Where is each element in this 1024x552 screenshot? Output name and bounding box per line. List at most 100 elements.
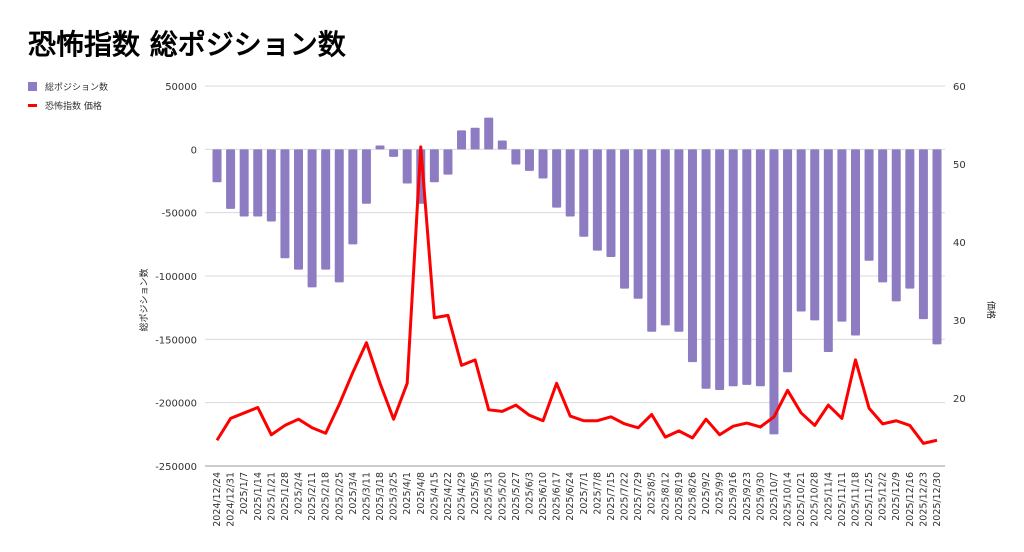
legend-label-line: 恐怖指数 価格 — [45, 100, 102, 112]
x-tick-label: 2025/2/25 — [334, 472, 345, 521]
x-tick-label: 2025/9/9 — [715, 472, 726, 515]
x-tick-label: 2025/3/11 — [361, 472, 372, 521]
x-tick-label: 2025/11/4 — [823, 472, 834, 521]
bar — [783, 149, 793, 373]
bar — [891, 149, 901, 302]
bar — [796, 149, 806, 312]
x-tick-label: 2025/12/23 — [918, 472, 929, 527]
bar — [348, 149, 358, 245]
x-tick-label: 2025/4/29 — [457, 472, 468, 521]
y-right-tick-label: 30 — [953, 316, 966, 327]
bar — [905, 149, 915, 289]
x-tick-label: 2025/9/30 — [755, 472, 766, 521]
bar — [470, 127, 480, 150]
x-tick-label: 2025/10/7 — [769, 472, 780, 521]
bar — [375, 145, 385, 150]
bar — [307, 149, 317, 288]
bar — [878, 149, 888, 283]
bar — [850, 149, 860, 336]
x-tick-label: 2025/2/4 — [294, 472, 305, 515]
bar — [266, 149, 276, 222]
bar — [457, 130, 467, 150]
x-tick-label: 2025/11/18 — [850, 472, 861, 527]
x-tick-label: 2025/7/29 — [633, 472, 644, 521]
x-tick-label: 2024/12/24 — [212, 472, 223, 527]
x-tick-label: 2025/3/4 — [348, 472, 359, 515]
x-tick-label: 2025/4/22 — [443, 472, 454, 521]
x-tick-label: 2025/12/2 — [878, 472, 889, 521]
bar — [361, 149, 371, 204]
x-tick-label: 2025/1/7 — [239, 472, 250, 515]
bar — [212, 149, 222, 183]
bar — [552, 149, 562, 208]
x-tick-label: 2025/5/13 — [484, 472, 495, 521]
y-right-tick-label: 60 — [953, 82, 966, 93]
x-tick-label: 2024/12/31 — [226, 472, 237, 527]
bar — [538, 149, 548, 179]
chart-title: 恐怖指数 総ポジション数 — [28, 28, 347, 61]
bar — [592, 149, 602, 251]
bar — [579, 149, 589, 237]
x-tick-label: 2025/2/11 — [307, 472, 318, 521]
bar — [837, 149, 847, 322]
x-tick-label: 2025/4/8 — [416, 472, 427, 515]
x-tick-label: 2025/12/30 — [932, 472, 943, 527]
bar — [620, 149, 630, 289]
x-tick-label: 2025/7/15 — [606, 472, 617, 521]
y-axis-right-title: 価格 — [985, 301, 997, 319]
x-tick-label: 2025/3/25 — [389, 472, 400, 521]
x-tick-label: 2025/2/18 — [321, 472, 332, 521]
y-tick-label: -250000 — [155, 462, 197, 473]
x-tick-label: 2025/6/3 — [524, 472, 535, 515]
x-tick-label: 2025/3/18 — [375, 472, 386, 521]
x-tick-label: 2025/12/9 — [891, 472, 902, 521]
x-tick-label: 2025/6/17 — [552, 472, 563, 521]
x-tick-label: 2025/1/28 — [280, 472, 291, 521]
x-tick-label: 2025/11/11 — [837, 472, 848, 527]
bar — [321, 149, 331, 270]
y-tick-label: -200000 — [155, 399, 197, 410]
bar — [443, 149, 453, 175]
x-tick-label: 2025/4/15 — [429, 472, 440, 521]
bar — [402, 149, 412, 184]
x-tick-label: 2025/5/20 — [497, 472, 508, 521]
bar — [864, 149, 874, 261]
x-tick-label: 2025/7/1 — [579, 472, 590, 515]
bar — [253, 149, 263, 217]
bar — [647, 149, 657, 332]
bar — [715, 149, 725, 390]
bar — [810, 149, 820, 321]
fear-index-line — [215, 145, 938, 445]
bar — [294, 149, 304, 270]
x-tick-label: 2025/9/23 — [742, 472, 753, 521]
bar — [728, 149, 738, 387]
bar — [633, 149, 643, 299]
bar — [687, 149, 697, 363]
bar — [484, 117, 494, 150]
bar — [742, 149, 752, 385]
x-tick-label: 2025/8/19 — [674, 472, 685, 521]
bar — [701, 149, 711, 389]
legend: 総ポジション数 恐怖指数 価格 — [28, 81, 108, 112]
x-tick-label: 2025/10/14 — [783, 472, 794, 527]
y-right-tick-label: 50 — [953, 160, 966, 171]
x-tick-label: 2025/7/22 — [620, 472, 631, 521]
legend-label-bars: 総ポジション数 — [45, 81, 108, 93]
bar — [226, 149, 236, 209]
bar — [334, 149, 344, 283]
bar — [524, 149, 534, 171]
bar — [497, 140, 507, 150]
bar — [755, 149, 765, 387]
legend-swatch-bars — [28, 82, 37, 91]
legend-swatch-line — [28, 104, 37, 107]
x-tick-label: 2025/1/21 — [266, 472, 277, 521]
bar — [932, 149, 942, 345]
bar — [769, 149, 779, 435]
y-right-tick-label: 40 — [953, 238, 966, 249]
x-tick-label: 2025/4/1 — [402, 472, 413, 515]
y-tick-label: 50000 — [165, 82, 197, 93]
bar — [674, 149, 684, 332]
bar — [918, 149, 928, 320]
bar — [280, 149, 290, 259]
